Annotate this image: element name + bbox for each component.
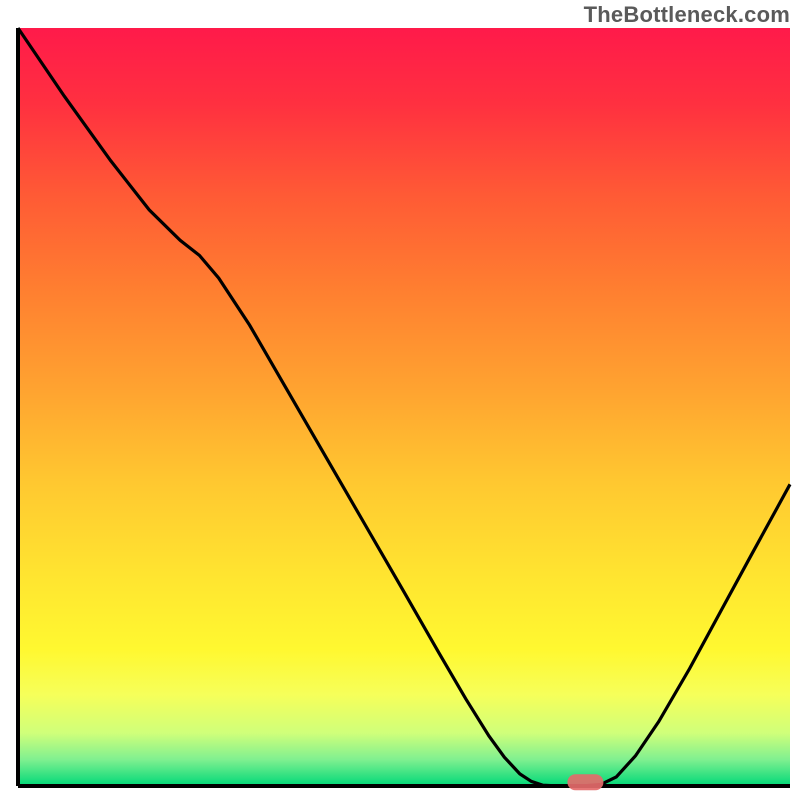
bottleneck-curve: [18, 28, 790, 786]
chart-overlay: [18, 28, 790, 786]
optimal-marker: [567, 774, 603, 790]
watermark-text: TheBottleneck.com: [584, 2, 790, 28]
plot-area: [18, 28, 790, 786]
